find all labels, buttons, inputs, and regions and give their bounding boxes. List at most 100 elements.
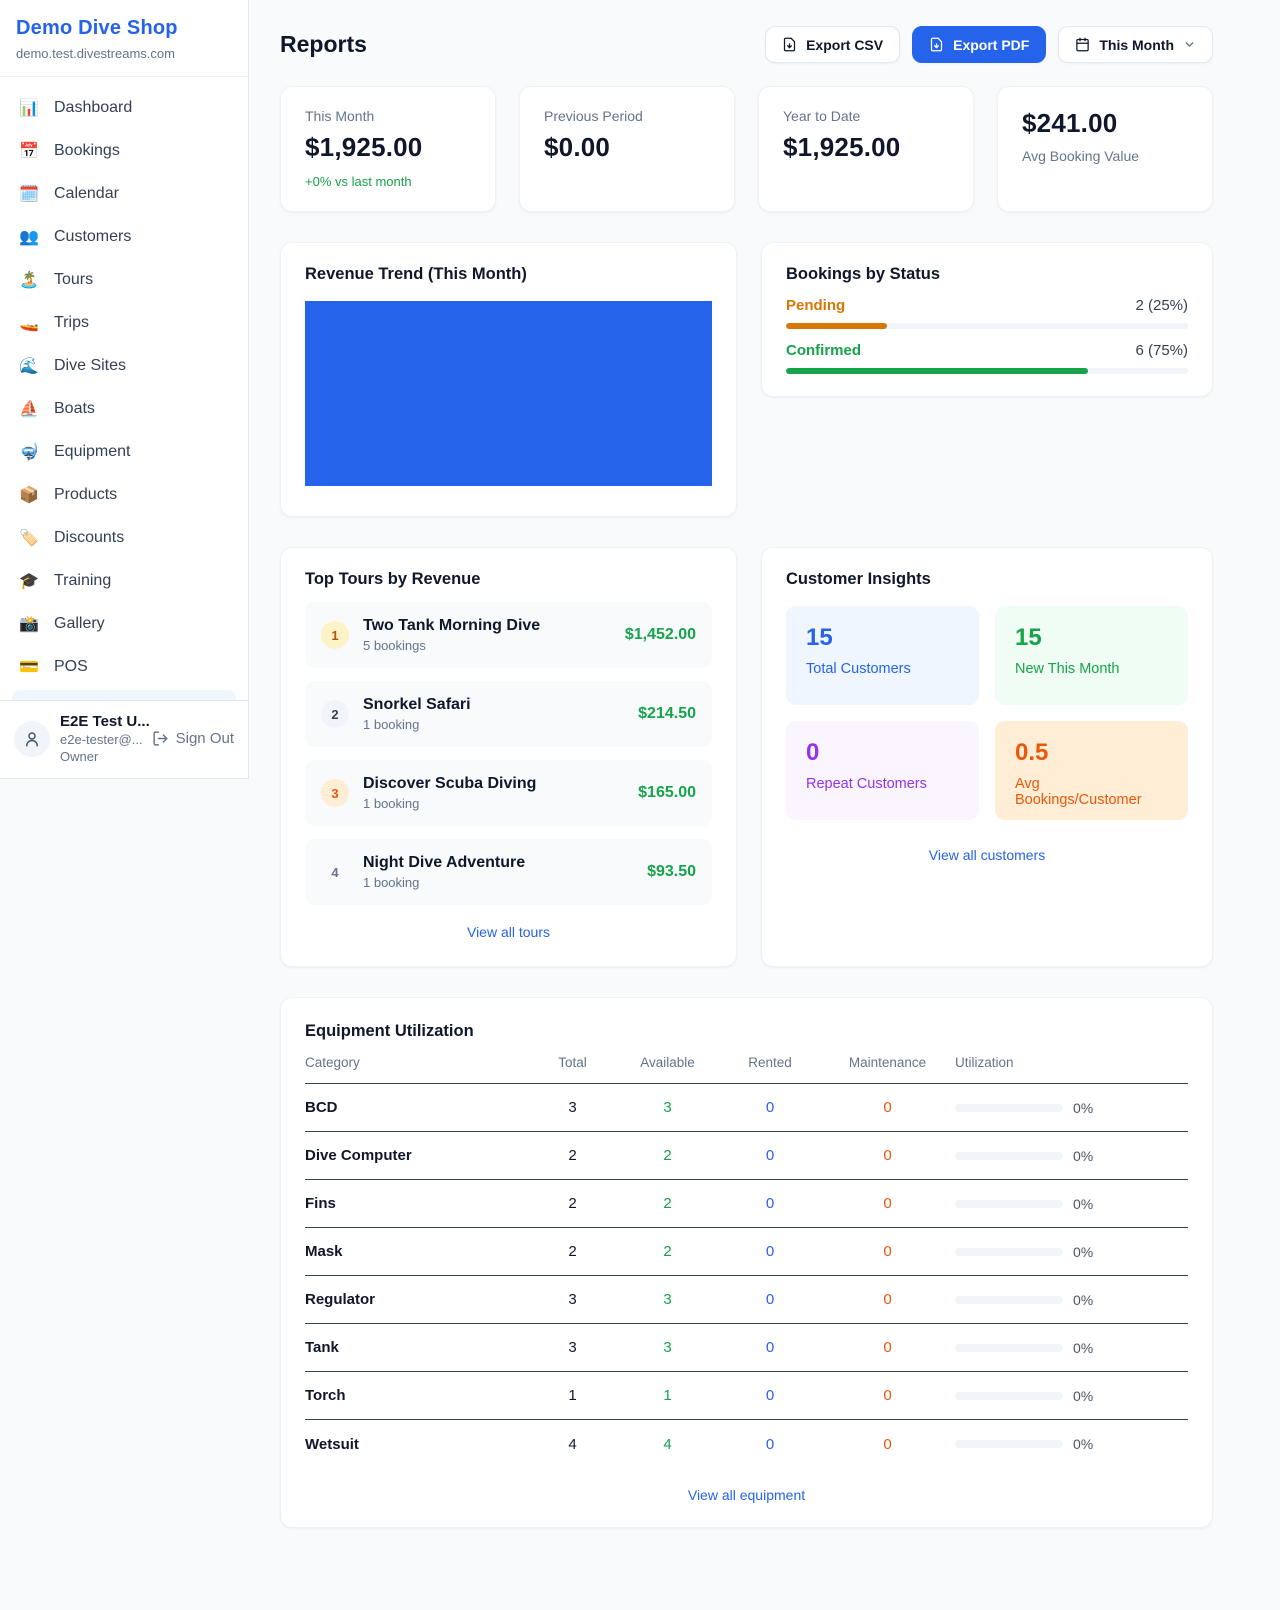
user-icon: [26, 731, 38, 746]
sidebar-item-pos[interactable]: 💳 POS: [8, 645, 240, 688]
equipment-maintenance: 0: [883, 1387, 892, 1404]
equipment-available: 1: [663, 1387, 672, 1404]
sidebar: Demo Dive Shop demo.test.divestreams.com…: [0, 0, 249, 779]
status-count: 6 (75%): [1135, 342, 1188, 359]
dashboard-icon: 📊: [19, 99, 39, 117]
insight-tile-avg-bookings: 0.5 Avg Bookings/Customer: [995, 721, 1188, 820]
chevron-down-icon: [1185, 42, 1194, 47]
tile-label: Avg Bookings/Customer: [1015, 776, 1142, 808]
equipment-category: Tank: [305, 1339, 339, 1356]
equipment-maintenance: 0: [883, 1291, 892, 1308]
sidebar-item-label: Dashboard: [54, 98, 133, 116]
view-all-customers-link[interactable]: View all customers: [928, 847, 1046, 863]
insight-tile-new-this-month: 15 New This Month: [995, 606, 1188, 705]
tour-revenue: $93.50: [647, 863, 696, 880]
equipment-rented: 0: [765, 1195, 775, 1212]
sailboat-icon: ⛵: [19, 400, 39, 418]
sidebar-item-products[interactable]: 📦 Products: [8, 473, 240, 516]
speedboat-icon: 🚤: [19, 314, 39, 332]
table-row: Torch 1 1 0 0 0%: [305, 1372, 1188, 1420]
sidebar-item-reports-active-partial[interactable]: [12, 690, 236, 700]
top-tours-card: Top Tours by Revenue 1 Two Tank Morning …: [280, 547, 737, 967]
shop-name: Demo Dive Shop: [16, 17, 178, 39]
user-name: E2E Test U...: [60, 713, 150, 730]
equipment-category: Mask: [305, 1243, 343, 1260]
sidebar-item-customers[interactable]: 👥 Customers: [8, 215, 240, 258]
sidebar-item-bookings[interactable]: 📅 Bookings: [8, 129, 240, 172]
sign-out-button[interactable]: Sign Out: [152, 730, 234, 747]
sidebar-item-calendar[interactable]: 🗓️ Calendar: [8, 172, 240, 215]
equipment-maintenance: 0: [883, 1339, 892, 1356]
bookings-calendar-icon: 📅: [19, 142, 39, 160]
sidebar-item-label: Bookings: [54, 141, 120, 159]
sidebar-item-label: Calendar: [54, 184, 119, 202]
equipment-category: Torch: [305, 1387, 346, 1404]
sign-out-icon: [153, 731, 168, 746]
sidebar-item-dive-sites[interactable]: 🌊 Dive Sites: [8, 344, 240, 387]
sidebar-item-training[interactable]: 🎓 Training: [8, 559, 240, 602]
tour-row[interactable]: 3 Discover Scuba Diving 1 booking $165.0…: [305, 760, 712, 826]
stat-label: This Month: [305, 108, 375, 124]
sidebar-item-boats[interactable]: ⛵ Boats: [8, 387, 240, 430]
equipment-maintenance: 0: [883, 1435, 892, 1453]
utilization-track: [955, 1295, 1063, 1304]
sidebar-item-trips[interactable]: 🚤 Trips: [8, 301, 240, 344]
tile-label: Total Customers: [806, 661, 911, 677]
utilization-percent: 0%: [1073, 1291, 1094, 1308]
equipment-category: Regulator: [305, 1291, 376, 1308]
tour-name: Snorkel Safari: [363, 696, 471, 713]
export-pdf-button[interactable]: Export PDF: [912, 26, 1047, 63]
user-email: e2e-tester@...: [60, 732, 143, 747]
stat-value: $1,925.00: [305, 132, 423, 162]
sidebar-item-label: Trips: [54, 313, 89, 331]
stat-card-this-month: This Month $1,925.00 +0% vs last month: [280, 86, 496, 212]
sidebar-item-gallery[interactable]: 📸 Gallery: [8, 602, 240, 645]
tour-row[interactable]: 4 Night Dive Adventure 1 booking $93.50: [305, 839, 712, 905]
sidebar-item-label: Products: [54, 485, 118, 503]
tile-value: 15: [1015, 624, 1042, 651]
user-meta: E2E Test U... e2e-tester@... Owner: [60, 713, 150, 764]
stat-card-avg-booking-value: $241.00 Avg Booking Value: [997, 86, 1213, 212]
sidebar-item-dashboard[interactable]: 📊 Dashboard: [8, 86, 240, 129]
package-icon: 📦: [19, 486, 39, 504]
utilization-track: [955, 1440, 1063, 1448]
revenue-trend-card: Revenue Trend (This Month): [280, 242, 737, 517]
tour-row[interactable]: 2 Snorkel Safari 1 booking $214.50: [305, 681, 712, 747]
equipment-total: 3: [568, 1339, 577, 1356]
equipment-utilization-card: Equipment Utilization Category Total Ava…: [280, 997, 1213, 1528]
view-all-equipment-link[interactable]: View all equipment: [687, 1487, 806, 1503]
shop-domain: demo.test.divestreams.com: [16, 46, 175, 61]
utilization-cell: 0%: [955, 1100, 1188, 1116]
sidebar-item-equipment[interactable]: 🤿 Equipment: [8, 430, 240, 473]
sidebar-item-label: Gallery: [54, 614, 105, 632]
tour-name: Discover Scuba Diving: [363, 775, 537, 792]
camera-icon: 📸: [19, 615, 39, 633]
utilization-cell: 0%: [955, 1436, 1188, 1452]
tour-row[interactable]: 1 Two Tank Morning Dive 5 bookings $1,45…: [305, 602, 712, 668]
equipment-available: 4: [663, 1435, 672, 1453]
stat-label: Avg Booking Value: [1022, 148, 1140, 164]
utilization-percent: 0%: [1073, 1339, 1094, 1356]
equipment-maintenance: 0: [883, 1099, 892, 1116]
stat-card-year-to-date: Year to Date $1,925.00: [758, 86, 974, 212]
sidebar-item-label: Customers: [54, 227, 132, 245]
export-csv-button[interactable]: Export CSV: [765, 26, 901, 63]
rank-badge: 4: [321, 858, 349, 886]
sidebar-item-tours[interactable]: 🏝️ Tours: [8, 258, 240, 301]
table-row: Mask 2 2 0 0 0%: [305, 1228, 1188, 1276]
period-select[interactable]: This Month: [1058, 26, 1213, 63]
equipment-available: 2: [663, 1243, 672, 1260]
equipment-available: 2: [663, 1147, 672, 1164]
status-count: 2 (25%): [1135, 297, 1188, 314]
sidebar-item-label: Equipment: [54, 442, 131, 460]
diving-mask-icon: 🤿: [19, 443, 39, 461]
sidebar-item-label: Discounts: [54, 528, 125, 546]
sidebar-nav: 📊 Dashboard 📅 Bookings 🗓️ Calendar 👥 Custome…: [0, 77, 248, 700]
insight-tile-total-customers: 15 Total Customers: [786, 606, 979, 705]
rank-badge: 2: [321, 700, 349, 728]
table-row: Wetsuit 4 4 0 0 0%: [305, 1420, 1188, 1468]
sidebar-item-discounts[interactable]: 🏷️ Discounts: [8, 516, 240, 559]
view-all-tours-link[interactable]: View all tours: [466, 924, 550, 940]
graduation-cap-icon: 🎓: [19, 572, 39, 590]
equipment-maintenance: 0: [883, 1147, 892, 1164]
